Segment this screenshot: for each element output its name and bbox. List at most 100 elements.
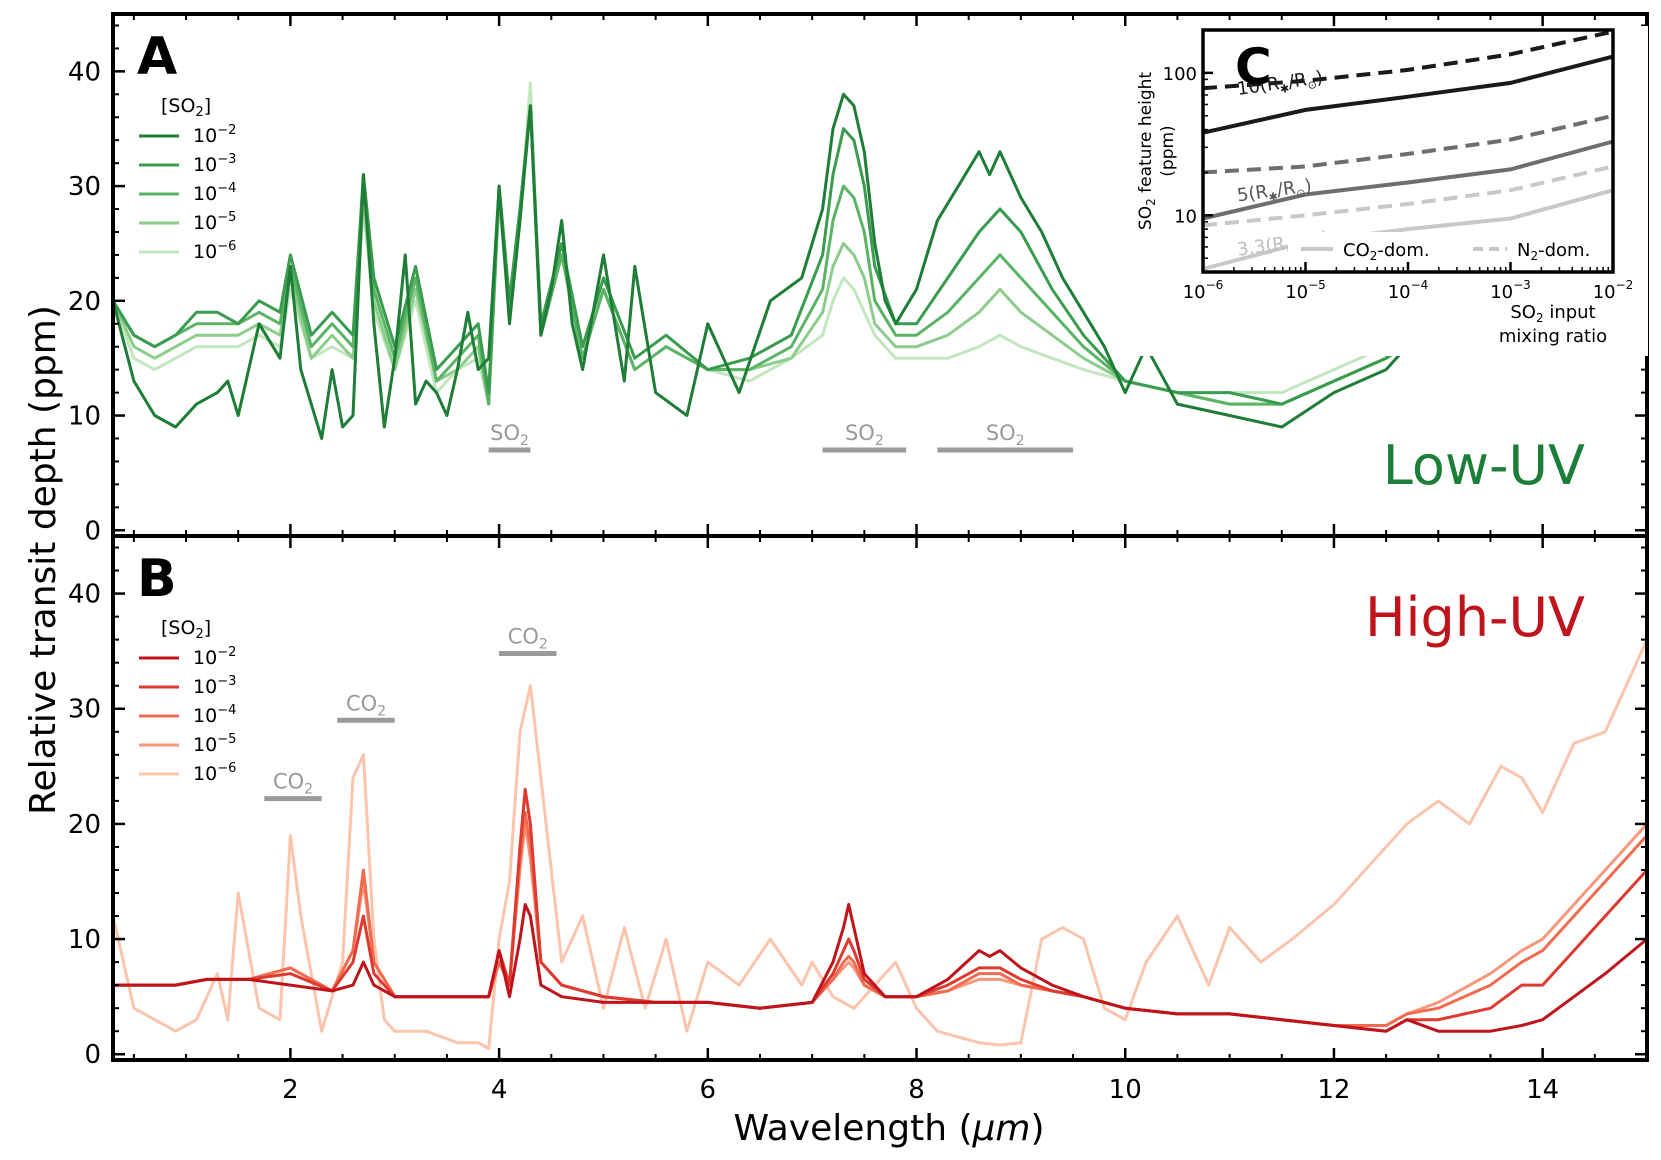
legend-entry: 10−4 bbox=[193, 181, 236, 205]
legend-entry-base: 10 bbox=[193, 241, 217, 263]
inset-y-label-end: feature height bbox=[1136, 72, 1156, 199]
legend-solid-sub: 2 bbox=[1370, 249, 1378, 263]
legend-entry-base: 10 bbox=[193, 183, 217, 205]
legend-entry-exp: −2 bbox=[217, 123, 236, 138]
inset-x-label-line1: SO2 input bbox=[1510, 302, 1595, 325]
legend-entry-exp: −5 bbox=[217, 210, 236, 225]
inset-y-label-sub: 2 bbox=[1144, 198, 1158, 206]
inset-x-tick-exp: −3 bbox=[1513, 278, 1531, 292]
panel-letter: B bbox=[137, 549, 177, 609]
inset-x-label-sub: 2 bbox=[1536, 311, 1544, 325]
y-tick-label: 30 bbox=[68, 172, 101, 202]
series-group bbox=[113, 638, 1647, 1050]
band-label-base: CO bbox=[508, 624, 539, 648]
panel-letter: A bbox=[137, 27, 177, 87]
legend-entry-base: 10 bbox=[193, 212, 217, 234]
y-tick-label: 0 bbox=[84, 516, 101, 546]
inset-x-tick-label: 10−5 bbox=[1285, 278, 1326, 303]
series-line-m2 bbox=[113, 92, 1647, 440]
inset-legend-bg bbox=[1288, 232, 1606, 266]
sun-subscript: ⊙ bbox=[1295, 186, 1306, 200]
inset-legend: CO2-dom. N2-dom. bbox=[1288, 232, 1606, 266]
legend-solid-base: CO bbox=[1343, 240, 1370, 261]
x-tick-label: 2 bbox=[282, 1075, 299, 1105]
band-marker: SO2 bbox=[488, 421, 531, 453]
legend-entry-base: 10 bbox=[193, 705, 217, 727]
series-line-m2 bbox=[113, 903, 1647, 1033]
inset-series-line bbox=[1202, 139, 1614, 221]
legend-entry-base: 10 bbox=[193, 125, 217, 147]
legend-title-sub: 2 bbox=[195, 105, 203, 120]
y-tick-label: 20 bbox=[68, 810, 101, 840]
band-label-base: SO bbox=[490, 421, 520, 445]
inset-x-label-end: input bbox=[1544, 302, 1596, 323]
inset-series-line bbox=[1202, 188, 1614, 271]
y-tick-label: 10 bbox=[68, 402, 101, 432]
inset-x-tick-base: 10 bbox=[1490, 282, 1513, 303]
legend: [SO2]10−210−310−410−510−6 bbox=[139, 617, 236, 785]
regime-label: Low-UV bbox=[1383, 434, 1585, 497]
legend-entry: 10−3 bbox=[193, 674, 236, 698]
x-tick-label: 10 bbox=[1109, 1075, 1142, 1105]
panel-c-inset: 10(R✱/R⊙)5(R✱/R⊙)3.3(R✱/R⊙)CCO2-dom.N2-d… bbox=[1118, 26, 1648, 356]
inset-x-label-line2: mixing ratio bbox=[1499, 326, 1607, 347]
inset-y-label-line2: (ppm) bbox=[1158, 125, 1178, 176]
inset-x-tick-label: 10−4 bbox=[1388, 278, 1429, 303]
legend-entry: 10−6 bbox=[193, 761, 236, 785]
x-tick-label: 12 bbox=[1317, 1075, 1350, 1105]
legend-entry-exp: −4 bbox=[217, 181, 236, 196]
legend-title-end: ] bbox=[204, 617, 211, 639]
inset-annotation-end: ) bbox=[1303, 175, 1313, 197]
legend-entry-exp: −6 bbox=[217, 239, 236, 254]
inset-x-tick-exp: −2 bbox=[1616, 278, 1634, 292]
band-label-sub: 2 bbox=[377, 703, 386, 719]
inset-x-tick-base: 10 bbox=[1388, 282, 1411, 303]
series-line-m6 bbox=[113, 638, 1647, 1050]
legend-entry: 10−5 bbox=[193, 210, 236, 234]
band-marker: CO2 bbox=[337, 691, 395, 723]
band-marker: SO2 bbox=[937, 421, 1074, 453]
panel-letter: C bbox=[1235, 38, 1272, 96]
x-tick-label: 8 bbox=[908, 1075, 925, 1105]
band-label-sub: 2 bbox=[875, 433, 884, 449]
series-line-m3 bbox=[113, 93, 1647, 406]
legend-dashed-end: -dom. bbox=[1538, 240, 1590, 261]
band-label: CO2 bbox=[508, 624, 548, 652]
legend-entry: 10−5 bbox=[193, 732, 236, 756]
series-group bbox=[113, 81, 1647, 440]
x-tick-label: 4 bbox=[491, 1075, 508, 1105]
band-label-base: CO bbox=[273, 770, 304, 794]
inset-background bbox=[1118, 26, 1648, 356]
band-label: CO2 bbox=[273, 770, 313, 798]
star-subscript: ✱ bbox=[1279, 82, 1290, 96]
regime-label: High-UV bbox=[1365, 586, 1585, 649]
y-tick-label: 10 bbox=[68, 925, 101, 955]
legend-title-base: [SO bbox=[161, 617, 195, 639]
inset-x-tick-exp: −6 bbox=[1206, 278, 1224, 292]
band-label-sub: 2 bbox=[1016, 433, 1025, 449]
inset-x-tick-exp: −5 bbox=[1308, 278, 1326, 292]
legend-entry-solid: CO2-dom. bbox=[1343, 240, 1430, 263]
band-label-sub: 2 bbox=[539, 636, 548, 652]
inset-annotation-mid: /R bbox=[1287, 69, 1308, 92]
inset-series-line bbox=[1202, 164, 1614, 228]
band-marker: CO2 bbox=[264, 770, 322, 802]
inset-y-tick-label: 100 bbox=[1163, 64, 1197, 85]
y-tick-label: 40 bbox=[68, 580, 101, 610]
inset-series-line bbox=[1202, 29, 1614, 91]
y-axis-label: Relative transit depth (ppm) bbox=[23, 305, 64, 815]
inset-x-tick-base: 10 bbox=[1183, 282, 1206, 303]
legend-entry: 10−2 bbox=[193, 123, 236, 147]
legend-entry-exp: −3 bbox=[217, 152, 236, 167]
legend-entry: 10−2 bbox=[193, 645, 236, 669]
band-marker: SO2 bbox=[822, 421, 907, 453]
inset-y-tick-label: 10 bbox=[1174, 206, 1197, 227]
legend-entry-exp: −2 bbox=[217, 645, 236, 660]
star-subscript: ✱ bbox=[1268, 190, 1279, 204]
x-axis-label: Wavelength (μm) bbox=[733, 1108, 1044, 1149]
y-tick-label: 40 bbox=[68, 57, 101, 87]
inset-x-tick-base: 10 bbox=[1285, 282, 1308, 303]
inset-annotation-mid: /R bbox=[1276, 177, 1297, 200]
legend-entry-base: 10 bbox=[193, 647, 217, 669]
